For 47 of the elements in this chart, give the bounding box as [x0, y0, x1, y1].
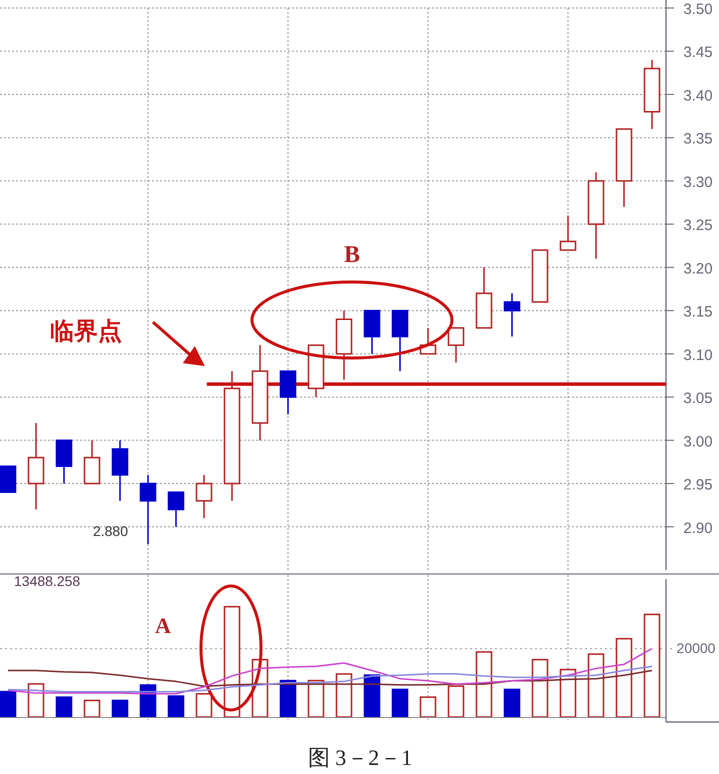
annotation: 2.880	[92, 523, 128, 539]
candlestick	[560, 214, 576, 251]
candlestick	[140, 474, 156, 545]
y-tick-label: 3.25	[683, 217, 713, 234]
bar	[112, 700, 128, 718]
bar	[0, 690, 16, 718]
text: 13488.258	[14, 573, 80, 589]
bar	[224, 606, 240, 718]
y-tick-label: 2.95	[683, 476, 713, 494]
caption: 图 3－2－1	[308, 745, 412, 770]
bar	[84, 700, 100, 718]
y-tick-label: 3.35	[683, 130, 713, 148]
annotation: A	[155, 613, 172, 638]
bar	[168, 695, 184, 718]
bar	[336, 673, 352, 718]
y-tick-label: 3.15	[683, 304, 713, 321]
bar	[308, 680, 324, 718]
bar	[364, 674, 380, 718]
bar	[588, 653, 604, 718]
bar	[560, 668, 576, 718]
y-tick-label: 3.50	[683, 1, 713, 18]
bar	[280, 680, 296, 718]
y-tick-label: 3.05	[683, 390, 713, 408]
bar	[476, 651, 492, 718]
bar	[504, 688, 520, 718]
annotation: B	[344, 242, 360, 268]
y-tick-label: 3.30	[683, 174, 713, 191]
candlestick	[448, 327, 464, 364]
y-tick-label: 3.40	[683, 87, 713, 104]
bar	[616, 638, 632, 718]
candlestick	[504, 292, 520, 338]
candlestick	[196, 474, 212, 519]
bar	[392, 688, 408, 718]
y-tick-label: 3.10	[683, 346, 713, 364]
legend-label: 临界点	[50, 318, 122, 346]
y-tick-label: 2.90	[683, 520, 713, 537]
bar	[532, 658, 548, 718]
bar	[56, 696, 72, 718]
text: 20000	[676, 640, 716, 656]
y-tick-label: 3.00	[683, 433, 713, 450]
bar	[644, 614, 660, 718]
bar	[196, 693, 212, 718]
candlestick	[168, 491, 184, 528]
bar	[420, 696, 436, 718]
y-tick-label: 3.45	[683, 44, 713, 62]
bar	[448, 685, 464, 718]
y-tick-label: 3.20	[683, 260, 713, 278]
